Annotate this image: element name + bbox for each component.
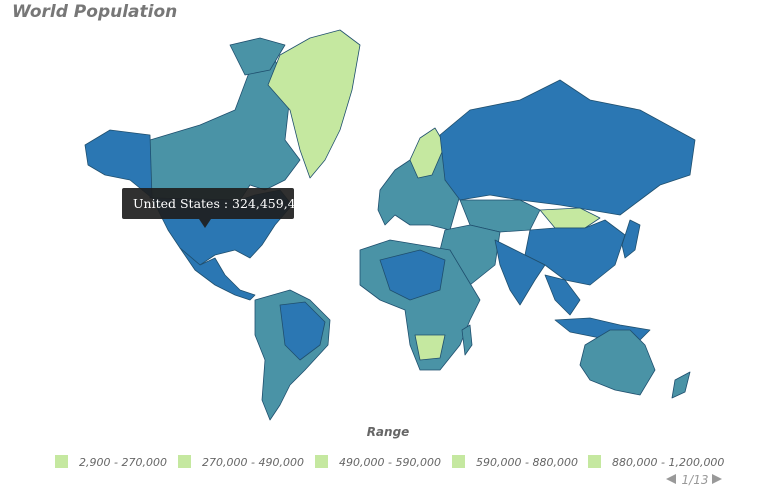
country[interactable] <box>494 239 546 306</box>
country[interactable] <box>524 219 626 286</box>
country[interactable] <box>544 274 581 316</box>
country[interactable] <box>671 371 691 399</box>
legend-label[interactable]: 490,000 - 590,000 <box>339 456 441 469</box>
legend-swatch[interactable] <box>588 455 601 468</box>
country[interactable] <box>229 37 286 76</box>
tooltip-pointer <box>199 219 211 228</box>
country[interactable] <box>439 79 696 216</box>
country[interactable] <box>279 301 326 361</box>
country[interactable] <box>621 219 641 259</box>
pager-next[interactable] <box>712 474 722 484</box>
country[interactable] <box>179 247 256 301</box>
country[interactable] <box>267 29 361 179</box>
tooltip-box <box>122 188 294 219</box>
legend-swatch[interactable] <box>55 455 68 468</box>
legend-label[interactable]: 270,000 - 490,000 <box>202 456 304 469</box>
legend-label[interactable]: 590,000 - 880,000 <box>476 456 578 469</box>
legend: 2,900 - 270,000 270,000 - 490,000 490,000 … <box>55 455 724 469</box>
country[interactable] <box>461 324 473 356</box>
country[interactable] <box>84 129 153 199</box>
legend-swatch[interactable] <box>315 455 328 468</box>
legend-swatch[interactable] <box>452 455 465 468</box>
title: World Population <box>12 2 177 22</box>
legend-pager: 1/13 <box>682 473 709 487</box>
world-map <box>84 29 696 421</box>
country[interactable] <box>539 207 601 229</box>
legend-swatch[interactable] <box>178 455 191 468</box>
legend-title: Range <box>367 425 410 439</box>
country[interactable] <box>579 329 656 396</box>
country[interactable] <box>379 249 446 301</box>
legend-label[interactable]: 880,000 - 1,200,000 <box>612 456 724 469</box>
pager-prev[interactable] <box>666 474 676 484</box>
tooltip: United States : 324,459,463 <box>122 188 312 228</box>
tooltip-text: United States : 324,459,463 <box>133 196 312 211</box>
country[interactable] <box>414 334 446 361</box>
legend-label[interactable]: 2,900 - 270,000 <box>79 456 167 469</box>
